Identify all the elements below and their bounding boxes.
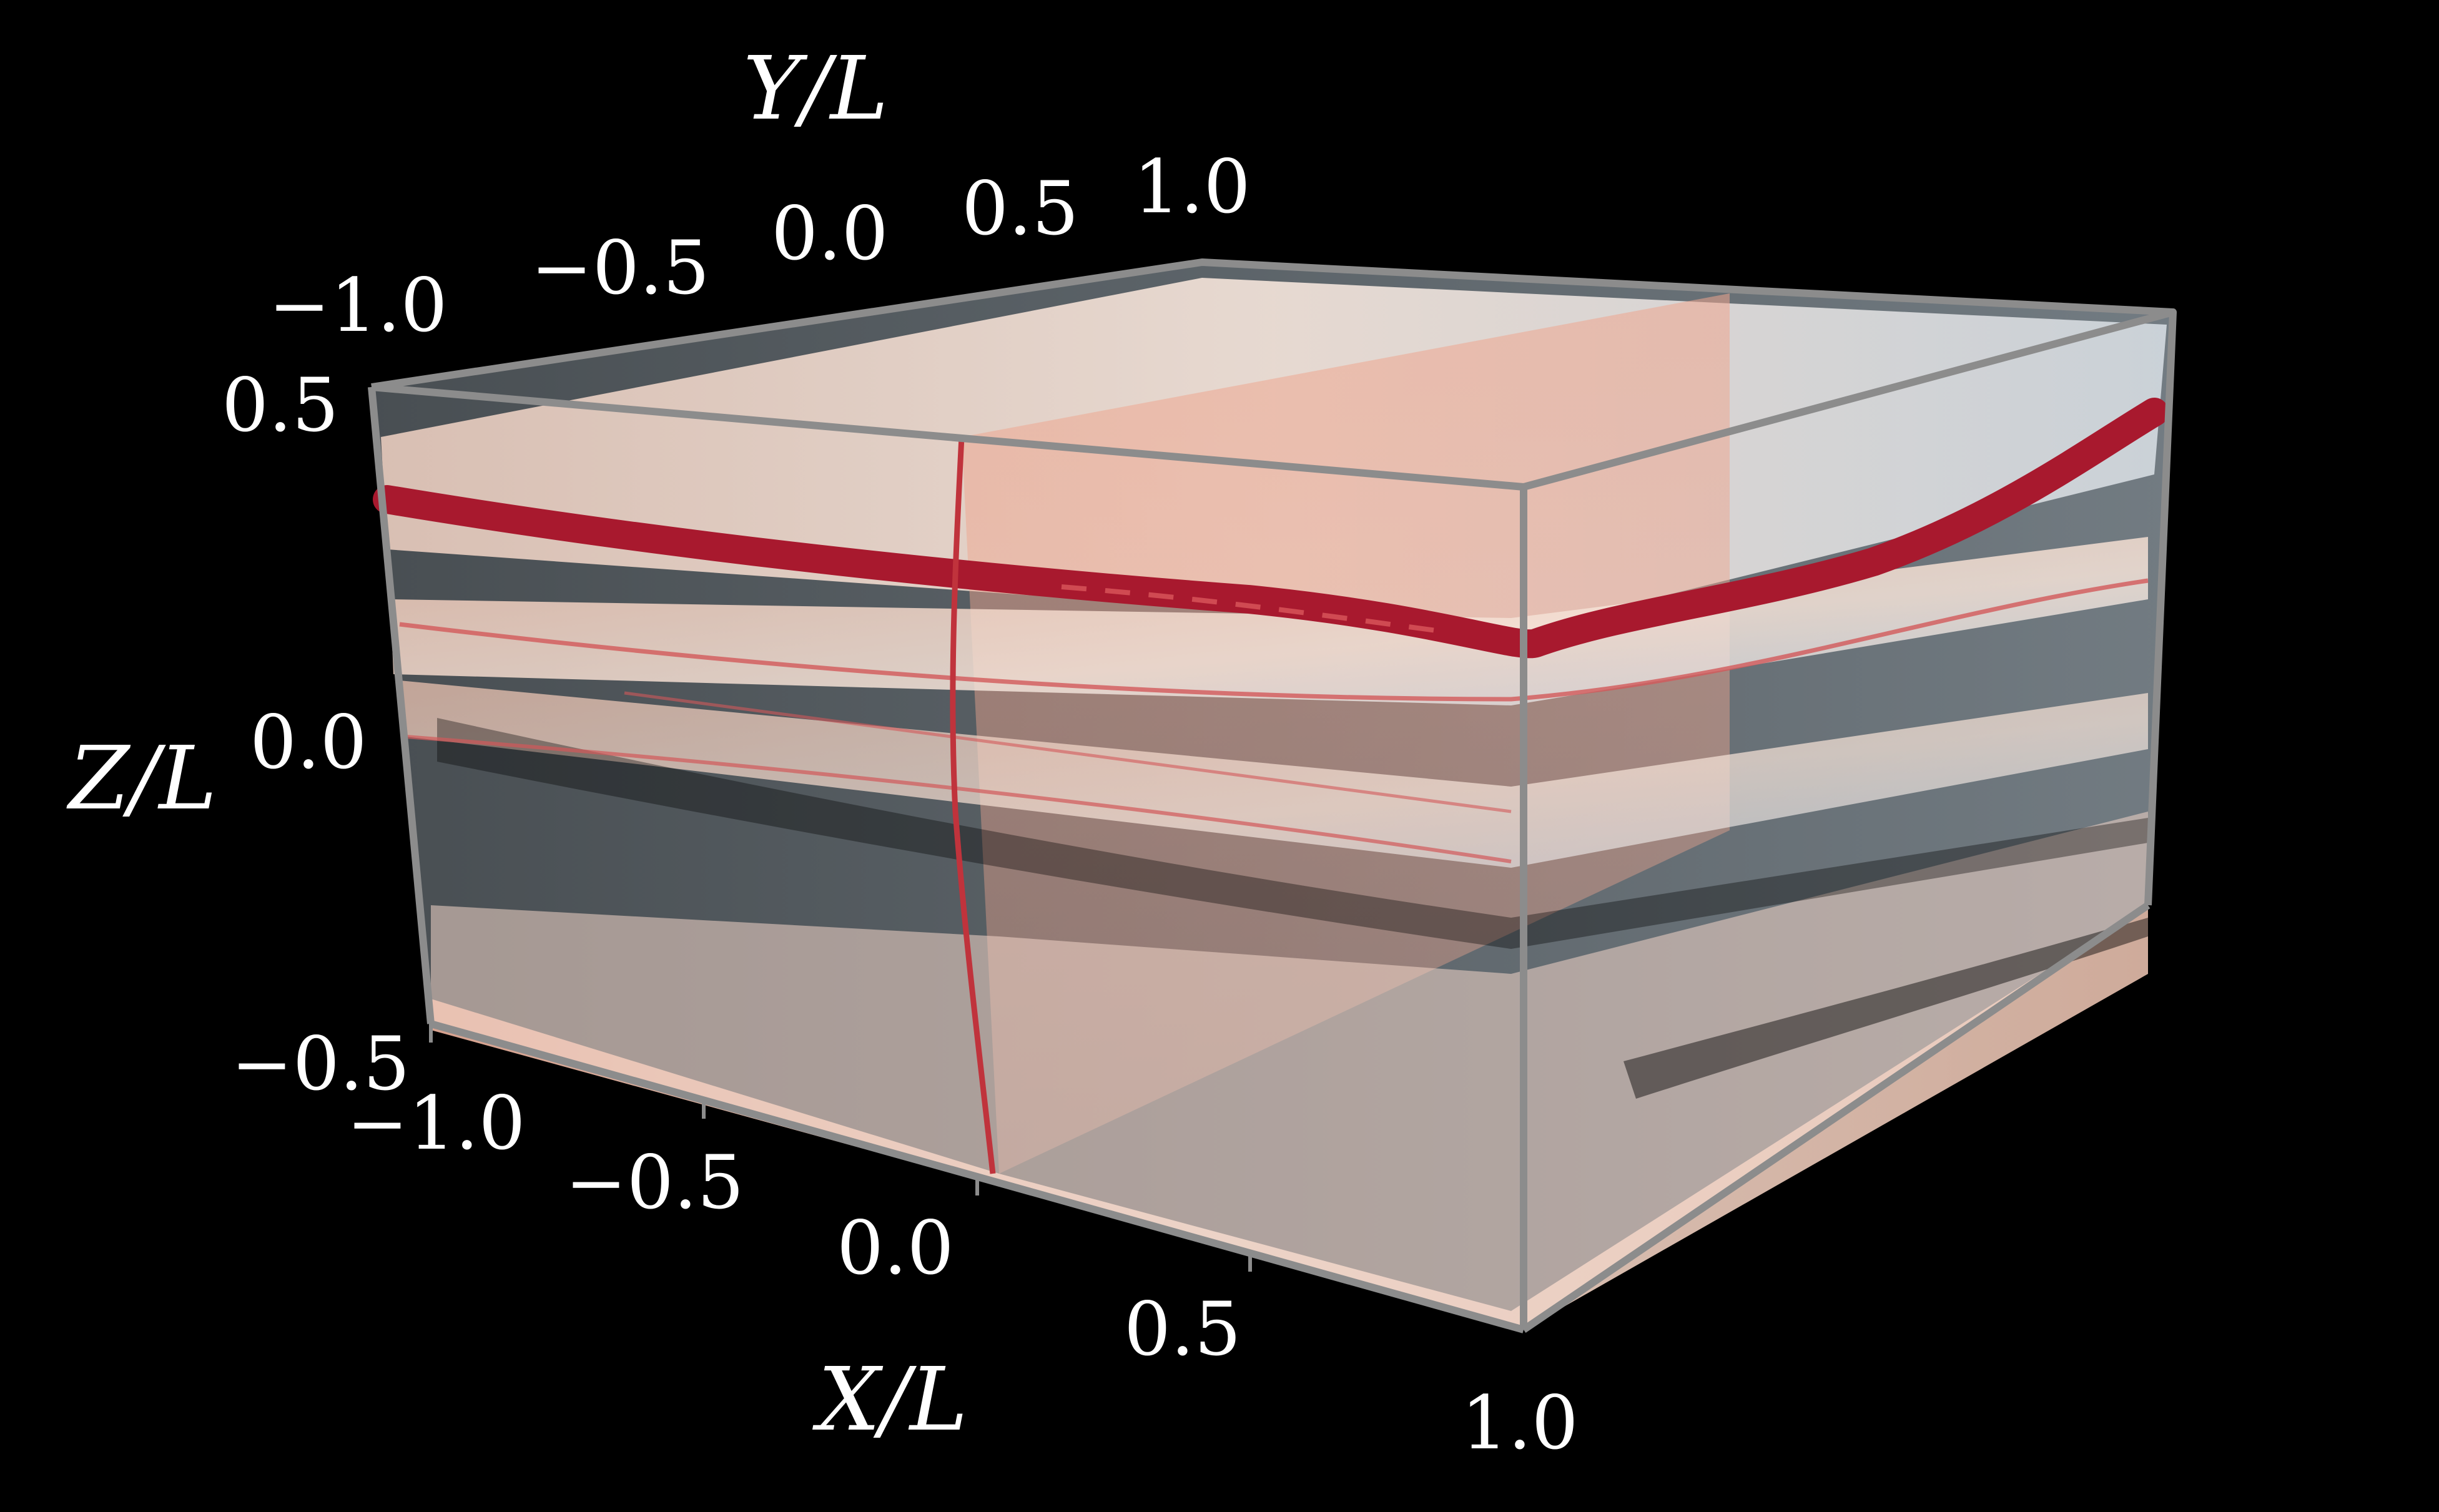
y-tick-label: 0.5 [962, 165, 1079, 252]
box-edge-front-left [368, 386, 435, 1024]
y-tick-label: 0.0 [771, 190, 889, 277]
sheet-edge-2 [405, 735, 1512, 863]
x-tick-label: 0.5 [1124, 1286, 1241, 1372]
z-tick-label: 0.0 [250, 699, 367, 785]
x-tick-label: 1.0 [1461, 1380, 1579, 1466]
filament-highlight [1061, 584, 1437, 633]
x-tick-label: −1.0 [347, 1080, 526, 1166]
y-tick-label: 1.0 [1133, 144, 1251, 230]
bounding-box [368, 258, 2177, 1333]
dark-streaks [437, 718, 2148, 949]
vertical-filament [950, 436, 996, 1174]
lower-sheet-body [431, 812, 2148, 1330]
x-tick-label: −0.5 [565, 1139, 744, 1225]
x-tick-label: 0.0 [837, 1205, 954, 1291]
dark-streaks-lower [1624, 918, 2148, 1099]
sheet-edge-3 [624, 691, 1512, 813]
z-axis-labels: 0.5 0.0 −0.5 Z/L [66, 362, 410, 1107]
x-axis-title: X/L [812, 1349, 968, 1451]
y-tick-label: −0.5 [531, 225, 710, 311]
z-tick-label: −0.5 [231, 1021, 410, 1107]
dark-red-filament [373, 398, 2169, 659]
box-edge-bottom-right [1521, 902, 2151, 1333]
x-axis-labels: −1.0 −0.5 0.0 0.5 1.0 X/L [347, 1080, 1579, 1466]
y-axis-labels: −1.0 −0.5 0.0 0.5 1.0 Y/L [269, 38, 1251, 348]
y-tick-label: −1.0 [269, 262, 448, 348]
z-axis-title: Z/L [66, 728, 217, 830]
volume-content [373, 262, 2173, 1330]
middle-sheet-1 [390, 537, 2148, 705]
x-axis-ticks [429, 1024, 1252, 1272]
z-tick-label: 0.5 [222, 362, 339, 448]
y-axis-title: Y/L [743, 38, 889, 140]
sheet-edge-1 [399, 578, 2149, 702]
box-edge-back-right [2144, 312, 2177, 906]
middle-sheet-2 [400, 680, 2148, 868]
